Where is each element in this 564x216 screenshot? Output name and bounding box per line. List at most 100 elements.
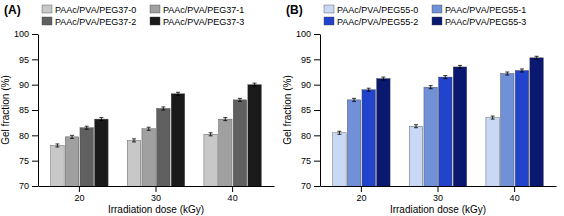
y-tick-label: 75 [301, 156, 311, 166]
bar [95, 119, 108, 186]
bar [204, 134, 217, 186]
y-tick-mark [314, 59, 320, 60]
x-tick: 30 [433, 186, 443, 203]
error-bar [238, 98, 242, 101]
title: (A) [4, 3, 21, 17]
legend-item: PAAc/PVA/PEG37-3 [150, 17, 244, 27]
bar [530, 58, 543, 186]
x-tick-mark [361, 186, 362, 192]
legend-item: PAAc/PVA/PEG37-1 [150, 5, 244, 15]
bar [171, 94, 184, 186]
legend-swatch [42, 5, 52, 13]
y-axis-line [320, 35, 321, 187]
plot-area [51, 83, 262, 186]
x-tick-label: 20 [74, 193, 84, 203]
legend-label: PAAc/PVA/PEG55-3 [445, 17, 526, 27]
legend-item: PAAc/PVA/PEG55-3 [432, 17, 526, 27]
error-bar [337, 131, 341, 134]
x-axis-title: Irradiation dose (kGy) [108, 204, 204, 215]
y-tick-label: 70 [19, 181, 29, 191]
y-tick-label: 100 [296, 29, 311, 39]
y-tick-mark [32, 34, 38, 35]
y-tick-mark [32, 59, 38, 60]
x-tick-mark [79, 186, 80, 192]
error-bar [443, 76, 447, 79]
series [95, 83, 262, 186]
y-tick-mark [314, 34, 320, 35]
legend-label: PAAc/PVA/PEG37-0 [55, 5, 136, 15]
error-bar [491, 116, 495, 119]
y-tick: 70 [19, 181, 38, 191]
y-tick: 95 [301, 55, 320, 65]
bar [127, 140, 140, 186]
legend-item: PAAc/PVA/PEG55-0 [324, 5, 418, 15]
legend-label: PAAc/PVA/PEG37-1 [163, 5, 244, 15]
error-bar [55, 144, 59, 147]
y-tick-label: 85 [301, 105, 311, 115]
series [362, 69, 529, 186]
bar [377, 79, 390, 186]
bar [424, 87, 437, 186]
y-tick-mark [314, 135, 320, 136]
error-bar [161, 107, 165, 110]
legend-label: PAAc/PVA/PEG55-2 [337, 17, 418, 27]
y-axis-title: Gel fraction (%) [0, 75, 11, 144]
bar [80, 128, 93, 186]
y-tick-label: 100 [14, 29, 29, 39]
error-bar [381, 77, 385, 80]
error-bar [253, 83, 257, 86]
error-bar [147, 127, 151, 130]
x-tick-label: 40 [510, 193, 520, 203]
x-axis: 20 30 40 [39, 186, 275, 203]
y-tick-mark [314, 161, 320, 162]
error-bar [99, 118, 103, 121]
y-tick-label: 75 [19, 156, 29, 166]
bar [65, 137, 78, 186]
x-tick: 20 [74, 186, 84, 203]
bar [501, 74, 514, 186]
error-bar [429, 86, 433, 89]
x-tick: 40 [510, 186, 520, 203]
bar [142, 129, 155, 186]
x-tick-label: 30 [151, 193, 161, 203]
panel: 203040707580859095100Irradiation dose (k… [282, 3, 557, 216]
y-tick-mark [32, 110, 38, 111]
error-bar [176, 92, 180, 95]
panel: 203040707580859095100Irradiation dose (k… [0, 3, 275, 216]
series [347, 72, 514, 186]
legend-swatch [42, 17, 52, 25]
legend-item: PAAc/PVA/PEG55-2 [324, 17, 418, 27]
x-tick-label: 30 [433, 193, 443, 203]
y-axis-title: Gel fraction (%) [282, 75, 293, 144]
y-axis-line [38, 35, 39, 187]
y-tick-label: 80 [301, 131, 311, 141]
y-tick: 100 [296, 29, 320, 39]
x-tick-mark [514, 186, 515, 192]
y-tick-label: 70 [301, 181, 311, 191]
bar [333, 133, 346, 186]
legend-swatch [432, 5, 442, 13]
y-tick-mark [32, 186, 38, 187]
legend-item: PAAc/PVA/PEG37-0 [42, 5, 136, 15]
y-tick-mark [32, 161, 38, 162]
legend-item: PAAc/PVA/PEG37-2 [42, 17, 136, 27]
x-tick: 20 [356, 186, 366, 203]
y-tick: 75 [301, 156, 320, 166]
y-tick: 90 [19, 80, 38, 90]
x-tick-label: 40 [228, 193, 238, 203]
x-tick: 30 [151, 186, 161, 203]
y-tick-mark [314, 85, 320, 86]
error-bar [520, 69, 524, 72]
bar [486, 118, 499, 186]
error-bar [132, 139, 136, 142]
error-bar [352, 98, 356, 101]
x-tick-mark [156, 186, 157, 192]
y-tick-mark [314, 186, 320, 187]
y-tick-mark [32, 135, 38, 136]
y-tick: 85 [301, 105, 320, 115]
x-axis-title: Irradiation dose (kGy) [390, 204, 486, 215]
legend-swatch [150, 17, 160, 25]
series [51, 133, 218, 186]
x-tick-label: 20 [356, 193, 366, 203]
y-tick-label: 80 [19, 131, 29, 141]
